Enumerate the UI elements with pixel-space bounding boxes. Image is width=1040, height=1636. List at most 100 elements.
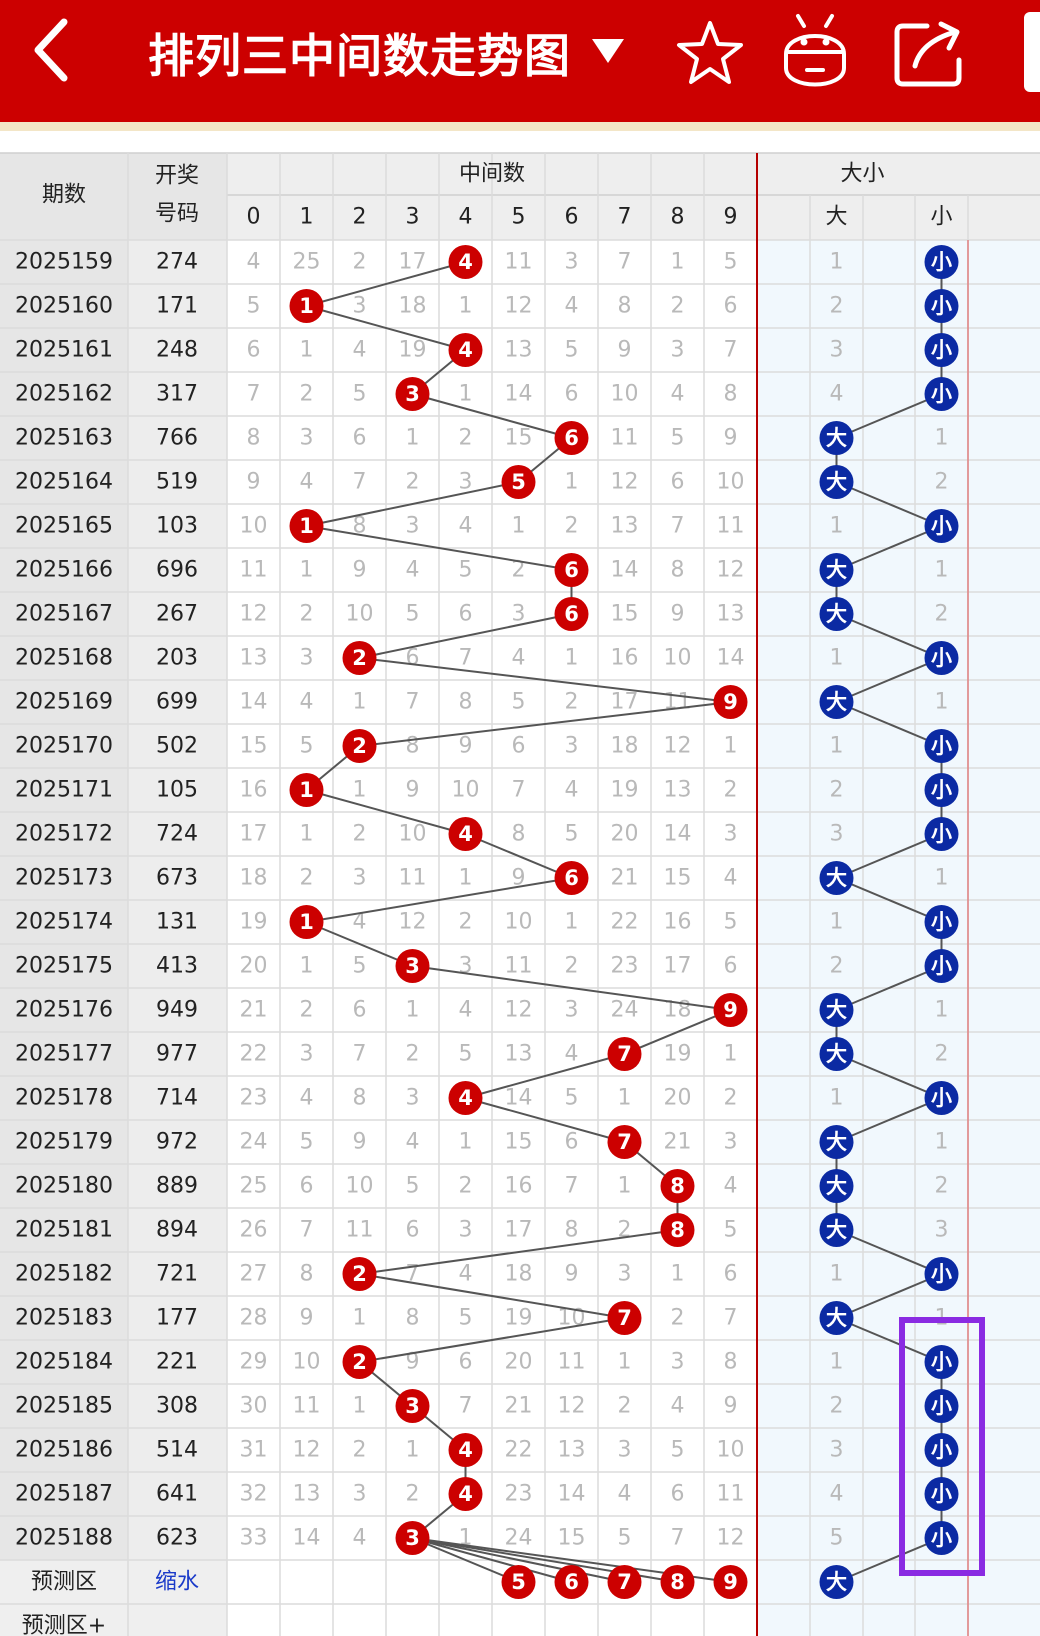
miss-count: 1 — [406, 998, 420, 1023]
middle-digit-ball — [660, 1213, 695, 1247]
big-miss-count: 3 — [830, 338, 844, 363]
miss-count: 4 — [724, 866, 738, 891]
miss-count: 8 — [724, 1350, 738, 1375]
draw-number: 519 — [156, 470, 198, 495]
miss-count: 3 — [353, 294, 367, 319]
issue-number: 2025172 — [15, 822, 113, 847]
header-bg-left — [0, 153, 227, 240]
trend-line — [412, 965, 731, 1011]
predict-trend-line — [412, 1537, 625, 1583]
miss-count: 6 — [512, 734, 526, 759]
issue-cell-bg — [0, 944, 128, 988]
miss-count: 4 — [618, 1482, 632, 1507]
miss-count: 6 — [724, 294, 738, 319]
miss-count: 9 — [406, 778, 420, 803]
draw-cell-bg — [128, 988, 227, 1032]
chevron-left-icon[interactable] — [28, 14, 78, 86]
page-title[interactable]: 排列三中间数走势图 — [148, 29, 571, 83]
miss-count: 1 — [406, 426, 420, 451]
miss-count: 2 — [459, 910, 473, 935]
miss-count: 1 — [300, 558, 314, 583]
app-header: 排列三中间数走势图 — [0, 0, 1040, 122]
miss-count: 1 — [724, 734, 738, 759]
size-label: 大 — [826, 998, 847, 1022]
issue-number: 2025181 — [15, 1218, 113, 1243]
draw-number: 502 — [156, 734, 198, 759]
issue-cell-bg — [0, 240, 128, 284]
size-ball — [924, 1389, 959, 1423]
size-label: 小 — [931, 822, 952, 846]
more-menu-tab[interactable] — [1024, 12, 1040, 92]
miss-count: 1 — [618, 1174, 632, 1199]
big-miss-count: 4 — [830, 1482, 844, 1507]
miss-count: 11 — [505, 250, 533, 275]
size-trend-line — [836, 1097, 942, 1143]
triangle-down-icon[interactable] — [590, 36, 626, 66]
middle-digit-label: 2 — [352, 646, 367, 670]
miss-count: 6 — [671, 1482, 685, 1507]
issue-cell-bg — [0, 460, 128, 504]
miss-count: 3 — [353, 866, 367, 891]
miss-count: 5 — [406, 1174, 420, 1199]
miss-count: 18 — [611, 734, 639, 759]
issue-cell-bg — [0, 1032, 128, 1076]
size-label: 小 — [931, 382, 952, 406]
middle-digit-ball — [395, 1389, 430, 1423]
draw-cell-bg — [128, 240, 227, 284]
miss-count: 21 — [664, 1130, 692, 1155]
middle-digit-label: 6 — [564, 602, 579, 626]
miss-count: 14 — [505, 382, 533, 407]
miss-count: 32 — [240, 1482, 268, 1507]
miss-count: 2 — [353, 822, 367, 847]
size-label: 小 — [931, 1482, 952, 1506]
miss-count: 4 — [459, 998, 473, 1023]
digit-header: 4 — [459, 205, 473, 230]
miss-count: 3 — [618, 1438, 632, 1463]
miss-count: 20 — [505, 1350, 533, 1375]
size-label: 小 — [931, 1394, 952, 1418]
miss-count: 13 — [240, 646, 268, 671]
miss-count: 33 — [240, 1526, 268, 1551]
issue-cell-bg — [0, 768, 128, 812]
miss-count: 8 — [512, 822, 526, 847]
size-ball — [924, 377, 959, 411]
header-divider — [0, 122, 1040, 131]
draw-number: 972 — [156, 1130, 198, 1155]
share-icon[interactable] — [893, 18, 969, 88]
big-miss-count: 2 — [830, 1394, 844, 1419]
issue-number: 2025162 — [15, 382, 113, 407]
android-robot-icon[interactable] — [780, 10, 850, 92]
draw-number: 949 — [156, 998, 198, 1023]
big-miss-count: 2 — [830, 778, 844, 803]
miss-count: 8 — [300, 1262, 314, 1287]
draw-number: 221 — [156, 1350, 198, 1375]
draw-cell-bg — [128, 328, 227, 372]
size-trend-line — [836, 657, 942, 703]
miss-count: 2 — [724, 1086, 738, 1111]
issue-number: 2025163 — [15, 426, 113, 451]
trend-line — [624, 1009, 731, 1055]
middle-digit-label: 3 — [405, 1526, 420, 1550]
size-ball — [819, 421, 854, 455]
middle-digit-label: 4 — [458, 1438, 473, 1462]
miss-count: 23 — [505, 1482, 533, 1507]
size-ball — [819, 597, 854, 631]
miss-count: 4 — [353, 910, 367, 935]
size-ball — [819, 465, 854, 499]
issue-cell-bg — [0, 372, 128, 416]
draw-number: 248 — [156, 338, 198, 363]
issue-cell-bg — [0, 988, 128, 1032]
predict-label-bg — [0, 1560, 227, 1636]
predict-digit-label: 8 — [670, 1570, 685, 1594]
issue-number: 2025180 — [15, 1174, 113, 1199]
miss-count: 3 — [406, 1086, 420, 1111]
middle-digit-label: 2 — [352, 734, 367, 758]
trend-line — [306, 305, 466, 351]
issue-number: 2025179 — [15, 1130, 113, 1155]
draw-cell-bg — [128, 636, 227, 680]
miss-count: 22 — [240, 1042, 268, 1067]
size-trend-line — [836, 525, 942, 571]
star-icon[interactable] — [675, 18, 745, 88]
big-miss-count: 3 — [830, 822, 844, 847]
predict-label: 预测区 — [31, 1570, 97, 1595]
